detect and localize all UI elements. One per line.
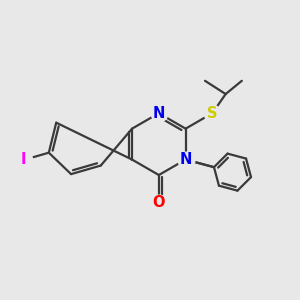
- Text: S: S: [207, 106, 217, 121]
- Text: N: N: [153, 106, 165, 121]
- Text: N: N: [179, 152, 192, 167]
- Text: O: O: [153, 195, 165, 210]
- Text: I: I: [21, 152, 26, 167]
